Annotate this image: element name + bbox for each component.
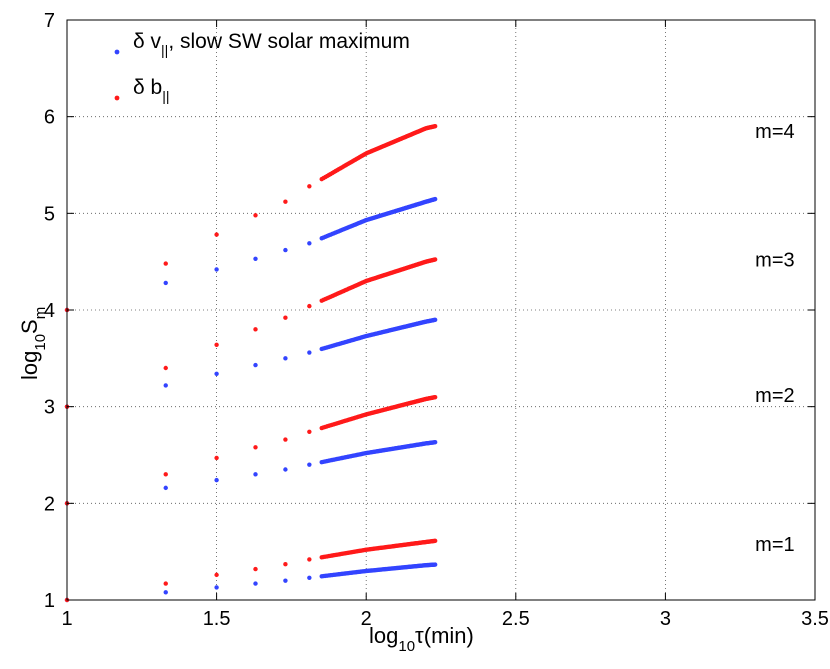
series-3	[64, 440, 438, 506]
data-point	[214, 342, 219, 347]
x-tick-label: 2	[361, 608, 372, 630]
data-point	[163, 590, 168, 595]
annotation-label: m=2	[755, 385, 794, 407]
data-point	[307, 184, 312, 189]
moment-annotations: m=4 m=3 m=2 m=1	[755, 121, 794, 556]
legend-label-velocity: δ v||, slow SW solar maximum	[133, 30, 410, 58]
data-point	[214, 371, 219, 376]
annotation-label: m=4	[755, 121, 794, 143]
y-tick-label: 2	[44, 493, 55, 515]
legend-label-field: δ b||	[133, 76, 169, 104]
data-point	[253, 213, 258, 218]
data-point	[283, 199, 288, 204]
data-point	[307, 350, 312, 355]
x-tick-label: 2.5	[502, 608, 530, 630]
legend-marker-velocity	[114, 49, 120, 55]
data-point	[253, 445, 258, 450]
series-6	[64, 257, 438, 409]
data-point	[253, 566, 258, 572]
data-point	[307, 241, 312, 246]
y-tick-label: 6	[44, 107, 55, 129]
data-point	[163, 472, 168, 477]
series-8	[64, 124, 438, 313]
legend: δ v||, slow SW solar maximum δ b||	[114, 30, 410, 104]
data-point	[163, 261, 168, 266]
data-point	[432, 394, 438, 400]
data-point	[307, 462, 312, 467]
data-point	[253, 472, 258, 477]
legend-marker-field	[114, 95, 120, 101]
series-7	[64, 196, 438, 313]
data-point	[214, 267, 219, 272]
annotation-label: m=1	[755, 534, 794, 556]
data-point	[432, 317, 438, 323]
data-point	[283, 467, 288, 472]
y-tick-label: 3	[44, 397, 55, 419]
annotation-label: m=3	[755, 250, 794, 272]
y-tick-label: 5	[44, 203, 55, 225]
data-point	[307, 575, 312, 580]
data-point	[253, 581, 258, 586]
x-tick-label: 1	[61, 608, 72, 630]
data-point	[214, 585, 219, 590]
data-point	[253, 362, 258, 368]
axis-ticks: 1 1.5 2 2.5 3 3.5 1 2 3 4 5 6 7	[44, 10, 829, 630]
series-2	[64, 538, 438, 603]
data-point	[432, 257, 438, 262]
data-point	[163, 581, 168, 586]
data-point	[432, 562, 438, 567]
series-5	[64, 317, 438, 409]
x-axis-label: log10τ(min)	[369, 623, 474, 655]
data-point	[214, 572, 219, 578]
data-point	[432, 538, 438, 544]
y-tick-label: 7	[44, 10, 55, 32]
data-point	[432, 440, 438, 445]
data-point	[432, 196, 438, 202]
x-tick-label: 3	[660, 608, 671, 630]
data-point	[283, 578, 288, 583]
data-point	[214, 232, 219, 237]
data-point	[253, 327, 258, 332]
grid-lines	[67, 20, 815, 600]
data-point	[283, 356, 288, 361]
data-point	[163, 365, 168, 371]
series-4	[64, 394, 438, 506]
x-tick-label: 1.5	[203, 608, 231, 630]
y-tick-label: 1	[44, 590, 55, 612]
data-point	[163, 383, 168, 388]
y-tick-label: 4	[44, 300, 55, 322]
data-series	[64, 124, 438, 603]
data-point	[214, 455, 219, 461]
data-point	[163, 485, 168, 491]
y-axis-label: log10Sm	[17, 307, 49, 380]
data-point	[307, 557, 312, 562]
data-point	[283, 562, 288, 567]
data-point	[214, 477, 219, 483]
data-point	[307, 429, 312, 434]
series-1	[64, 562, 438, 603]
data-point	[283, 315, 288, 320]
x-tick-label: 3.5	[801, 608, 829, 630]
data-point	[283, 247, 288, 253]
data-point	[163, 280, 168, 286]
data-point	[253, 256, 258, 261]
data-point	[432, 124, 438, 129]
data-point	[283, 437, 288, 442]
data-point	[307, 303, 312, 309]
